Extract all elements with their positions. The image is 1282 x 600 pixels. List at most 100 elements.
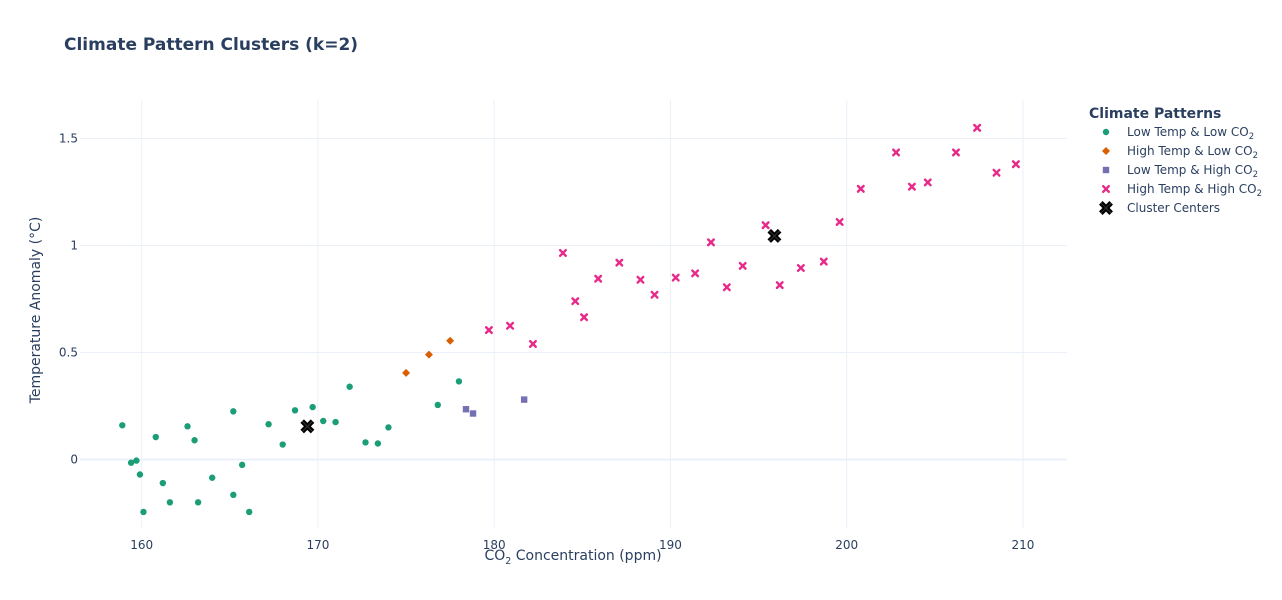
low-temp-high-co2-point[interactable] (520, 396, 528, 403)
x-axis-title: CO2 Concentration (ppm) (484, 548, 661, 567)
low-temp-low-co2-point[interactable] (320, 417, 327, 425)
high-temp-high-co2-point[interactable] (571, 297, 580, 306)
low-temp-low-co2-point[interactable] (291, 407, 299, 414)
series-5 (300, 228, 782, 434)
high-temp-high-co2-point[interactable] (835, 217, 844, 226)
series-4 (484, 123, 1020, 348)
low-temp-low-co2-point[interactable] (184, 423, 191, 430)
low-temp-low-co2-point[interactable] (166, 499, 174, 506)
x-tick-label: 200 (835, 538, 858, 552)
high-temp-low-co2-point[interactable] (402, 368, 411, 377)
low-temp-low-co2-point[interactable] (152, 433, 159, 441)
low-temp-low-co2-point[interactable] (194, 499, 202, 506)
legend-label: High Temp & High CO2 (1127, 182, 1262, 199)
low-temp-low-co2-point[interactable] (346, 383, 353, 390)
y-tick-label: 1.5 (59, 132, 78, 146)
legend-item-high-temp-high-co2[interactable]: High Temp & High CO2 (1102, 182, 1262, 199)
low-temp-low-co2-point[interactable] (136, 471, 144, 478)
low-temp-low-co2-point[interactable] (140, 508, 147, 516)
low-temp-high-co2-point[interactable] (469, 410, 477, 417)
low-temp-low-co2-point[interactable] (127, 459, 135, 466)
high-temp-high-co2-point[interactable] (992, 168, 1001, 177)
x-tick-label: 180 (483, 538, 506, 552)
y-tick-label: 0.5 (59, 346, 78, 360)
low-temp-low-co2-point[interactable] (332, 418, 339, 426)
high-temp-high-co2-point[interactable] (819, 257, 828, 266)
high-temp-high-co2-point[interactable] (923, 178, 932, 187)
low-temp-low-co2-point[interactable] (133, 457, 140, 464)
x-tick-label: 160 (130, 538, 153, 552)
legend-item-cluster-centers[interactable]: Cluster Centers (1099, 201, 1220, 215)
high-temp-high-co2-point[interactable] (892, 148, 901, 157)
legend-label: Cluster Centers (1127, 201, 1220, 215)
legend-marker[interactable] (1102, 185, 1110, 193)
high-temp-high-co2-point[interactable] (594, 274, 603, 283)
legend-item-low-temp-low-co2[interactable]: Low Temp & Low CO2 (1102, 125, 1254, 142)
high-temp-high-co2-point[interactable] (528, 339, 537, 348)
y-axis-ticks: 0 0.5 1 1.5 (59, 132, 78, 467)
legend-marker[interactable] (1102, 128, 1110, 136)
high-temp-high-co2-point[interactable] (738, 261, 747, 270)
high-temp-high-co2-point[interactable] (951, 148, 960, 157)
high-temp-high-co2-point[interactable] (615, 258, 624, 267)
low-temp-low-co2-point[interactable] (374, 440, 382, 447)
y-tick-label: 1 (70, 239, 78, 253)
low-temp-low-co2-point[interactable] (265, 421, 272, 428)
series-1 (119, 378, 463, 516)
high-temp-high-co2-point[interactable] (907, 182, 916, 191)
high-temp-high-co2-point[interactable] (650, 290, 659, 299)
high-temp-high-co2-point[interactable] (580, 313, 589, 322)
high-temp-low-co2-point[interactable] (446, 336, 455, 345)
legend-title: Climate Patterns (1089, 106, 1221, 122)
series-2 (402, 336, 455, 377)
low-temp-low-co2-point[interactable] (362, 439, 369, 446)
legend-label: Low Temp & Low CO2 (1127, 125, 1254, 142)
low-temp-low-co2-point[interactable] (246, 508, 253, 516)
legend-marker[interactable] (1102, 147, 1110, 155)
high-temp-high-co2-point[interactable] (691, 269, 700, 278)
low-temp-low-co2-point[interactable] (385, 424, 392, 431)
legend-item-low-temp-high-co2[interactable]: Low Temp & High CO2 (1102, 163, 1258, 180)
high-temp-high-co2-point[interactable] (856, 184, 865, 193)
high-temp-high-co2-point[interactable] (722, 283, 731, 292)
high-temp-high-co2-point[interactable] (796, 263, 805, 272)
legend-label: High Temp & Low CO2 (1127, 144, 1258, 161)
legend-marker[interactable] (1102, 166, 1110, 174)
x-tick-label: 210 (1011, 538, 1034, 552)
y-axis-title: Temperature Anomaly (°C) (28, 217, 44, 405)
low-temp-low-co2-point[interactable] (191, 437, 198, 444)
low-temp-low-co2-point[interactable] (230, 408, 237, 415)
low-temp-low-co2-point[interactable] (434, 401, 441, 409)
high-temp-high-co2-point[interactable] (484, 326, 493, 335)
low-temp-low-co2-point[interactable] (238, 461, 246, 469)
low-temp-low-co2-point[interactable] (309, 403, 316, 411)
high-temp-high-co2-point[interactable] (636, 275, 645, 284)
legend-label: Low Temp & High CO2 (1127, 163, 1258, 180)
x-tick-label: 190 (659, 538, 682, 552)
high-temp-high-co2-point[interactable] (761, 221, 770, 230)
high-temp-high-co2-point[interactable] (506, 321, 515, 330)
high-temp-low-co2-point[interactable] (424, 350, 433, 359)
high-temp-high-co2-point[interactable] (671, 273, 680, 282)
legend[interactable]: Climate Patterns Low Temp & Low CO2 High … (1089, 106, 1262, 215)
low-temp-low-co2-point[interactable] (455, 378, 463, 385)
high-temp-high-co2-point[interactable] (973, 123, 982, 132)
plot-area[interactable] (119, 123, 1020, 516)
low-temp-low-co2-point[interactable] (159, 479, 167, 487)
low-temp-high-co2-point[interactable] (462, 406, 470, 413)
high-temp-high-co2-point[interactable] (1011, 160, 1020, 169)
high-temp-high-co2-point[interactable] (706, 238, 715, 247)
low-temp-low-co2-point[interactable] (230, 491, 237, 499)
x-axis-title-post: Concentration (ppm) (511, 548, 661, 564)
high-temp-high-co2-point[interactable] (558, 249, 567, 258)
y-tick-label: 0 (70, 453, 78, 467)
legend-item-high-temp-low-co2[interactable]: High Temp & Low CO2 (1102, 144, 1258, 161)
low-temp-low-co2-point[interactable] (279, 441, 286, 448)
low-temp-low-co2-point[interactable] (208, 474, 216, 481)
x-tick-label: 170 (306, 538, 329, 552)
series-3 (462, 396, 528, 417)
low-temp-low-co2-point[interactable] (119, 422, 126, 429)
chart-title: Climate Pattern Clusters (k=2) (64, 35, 358, 55)
high-temp-high-co2-point[interactable] (775, 281, 784, 290)
